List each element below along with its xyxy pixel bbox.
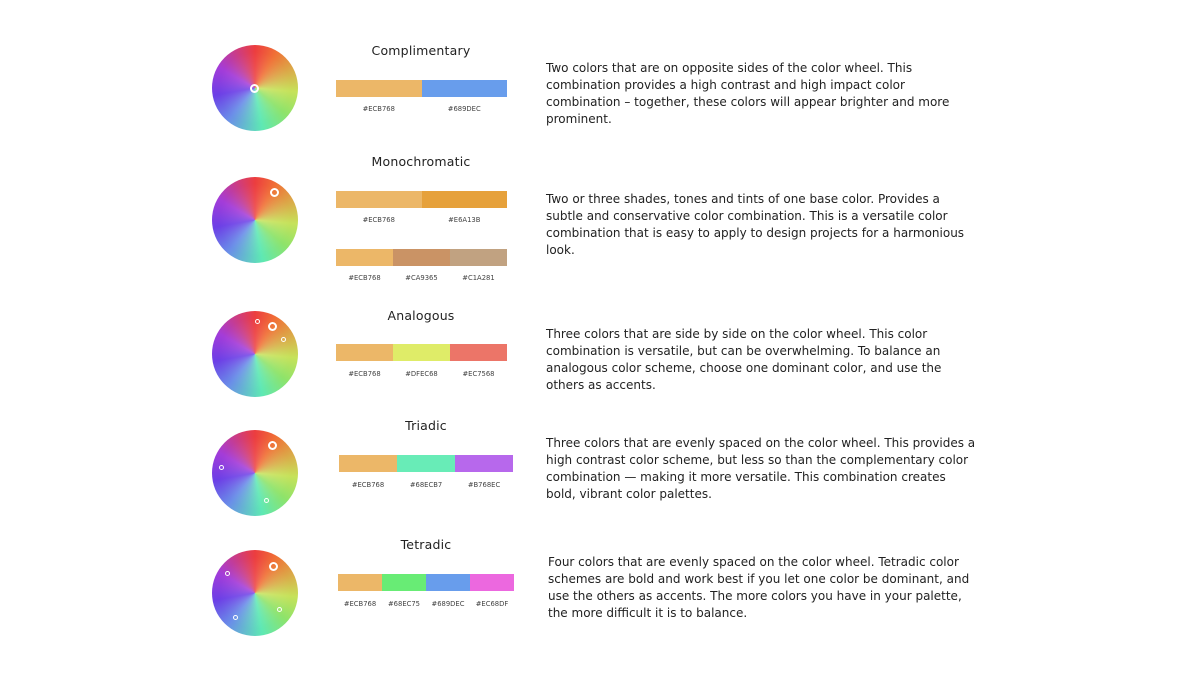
wheel-marker [233,615,238,620]
color-swatch [450,249,507,266]
hex-label: #ECB768 [351,481,385,489]
hex-label: #689DEC [431,600,465,608]
scheme-description-tetradic: Four colors that are evenly spaced on th… [548,555,970,620]
wheel-marker [268,322,277,331]
color-swatch [338,574,382,591]
hex-label: #DFEC68 [405,370,438,378]
palette-bar [339,455,513,472]
color-swatch [397,455,455,472]
palette-bar [336,80,507,97]
scheme-description-monochromatic: Two or three shades, tones and tints of … [546,192,965,257]
color-swatch [339,455,397,472]
color-wheel-monochromatic [212,177,298,263]
wheel-marker [277,607,282,612]
color-swatch [450,344,507,361]
color-swatch [393,344,450,361]
wheel-marker [264,498,269,503]
scheme-title-complimentary: Complimentary [371,43,471,58]
hex-label: #ECB768 [348,370,381,378]
color-wheel-tetradic [212,550,298,636]
hex-label: #C1A281 [462,274,495,282]
scheme-title-analogous: Analogous [387,308,455,323]
hex-label: #ECB768 [362,216,395,224]
wheel-marker [269,562,278,571]
palette-bar [338,574,514,591]
hex-label: #689DEC [447,105,481,113]
hex-label: #ECB768 [362,105,395,113]
palette-labels: #ECB768 #68ECB7 #B768EC [339,481,513,489]
wheel-marker [270,188,279,197]
palette-labels: #ECB768 #68EC75 #689DEC #EC68DF [338,600,514,608]
palette-labels: #ECB768 #E6A13B [336,216,507,224]
palette-labels: #ECB768 #CA9365 #C1A281 [336,274,507,282]
wheel-marker [281,337,286,342]
color-swatch [421,191,507,208]
hex-label: #ECB768 [348,274,381,282]
palette-labels: #ECB768 #689DEC [336,105,507,113]
scheme-description-analogous: Three colors that are side by side on th… [546,327,942,392]
color-swatch [336,344,393,361]
scheme-title-tetradic: Tetradic [400,537,452,552]
wheel-marker [268,441,277,450]
color-wheel-complimentary [212,45,298,131]
palette-bar [336,191,507,208]
wheel-marker [255,319,260,324]
color-wheel-analogous [212,311,298,397]
color-swatch [382,574,426,591]
color-swatch [336,249,393,266]
scheme-description-triadic: Three colors that are evenly spaced on t… [546,436,976,501]
color-swatch [426,574,470,591]
scheme-title-monochromatic: Monochromatic [371,154,471,169]
hex-label: #68ECB7 [409,481,443,489]
color-swatch [455,455,513,472]
palette-labels: #ECB768 #DFEC68 #EC7568 [336,370,507,378]
wheel-marker [219,465,224,470]
color-swatch [421,80,507,97]
color-swatch [393,249,450,266]
color-swatch [336,80,422,97]
palette-bar [336,249,507,266]
hex-label: #68EC75 [387,600,421,608]
hex-label: #E6A13B [448,216,481,224]
color-swatch [470,574,514,591]
scheme-title-triadic: Triadic [405,418,447,433]
hex-label: #EC68DF [475,600,509,608]
palette-bar [336,344,507,361]
hex-label: #CA9365 [405,274,438,282]
hex-label: #B768EC [467,481,501,489]
color-wheel-triadic [212,430,298,516]
hex-label: #ECB768 [343,600,377,608]
color-swatch [336,191,422,208]
hex-label: #EC7568 [462,370,495,378]
wheel-marker [250,84,259,93]
scheme-description-complimentary: Two colors that are on opposite sides of… [546,61,950,126]
wheel-marker [225,571,230,576]
